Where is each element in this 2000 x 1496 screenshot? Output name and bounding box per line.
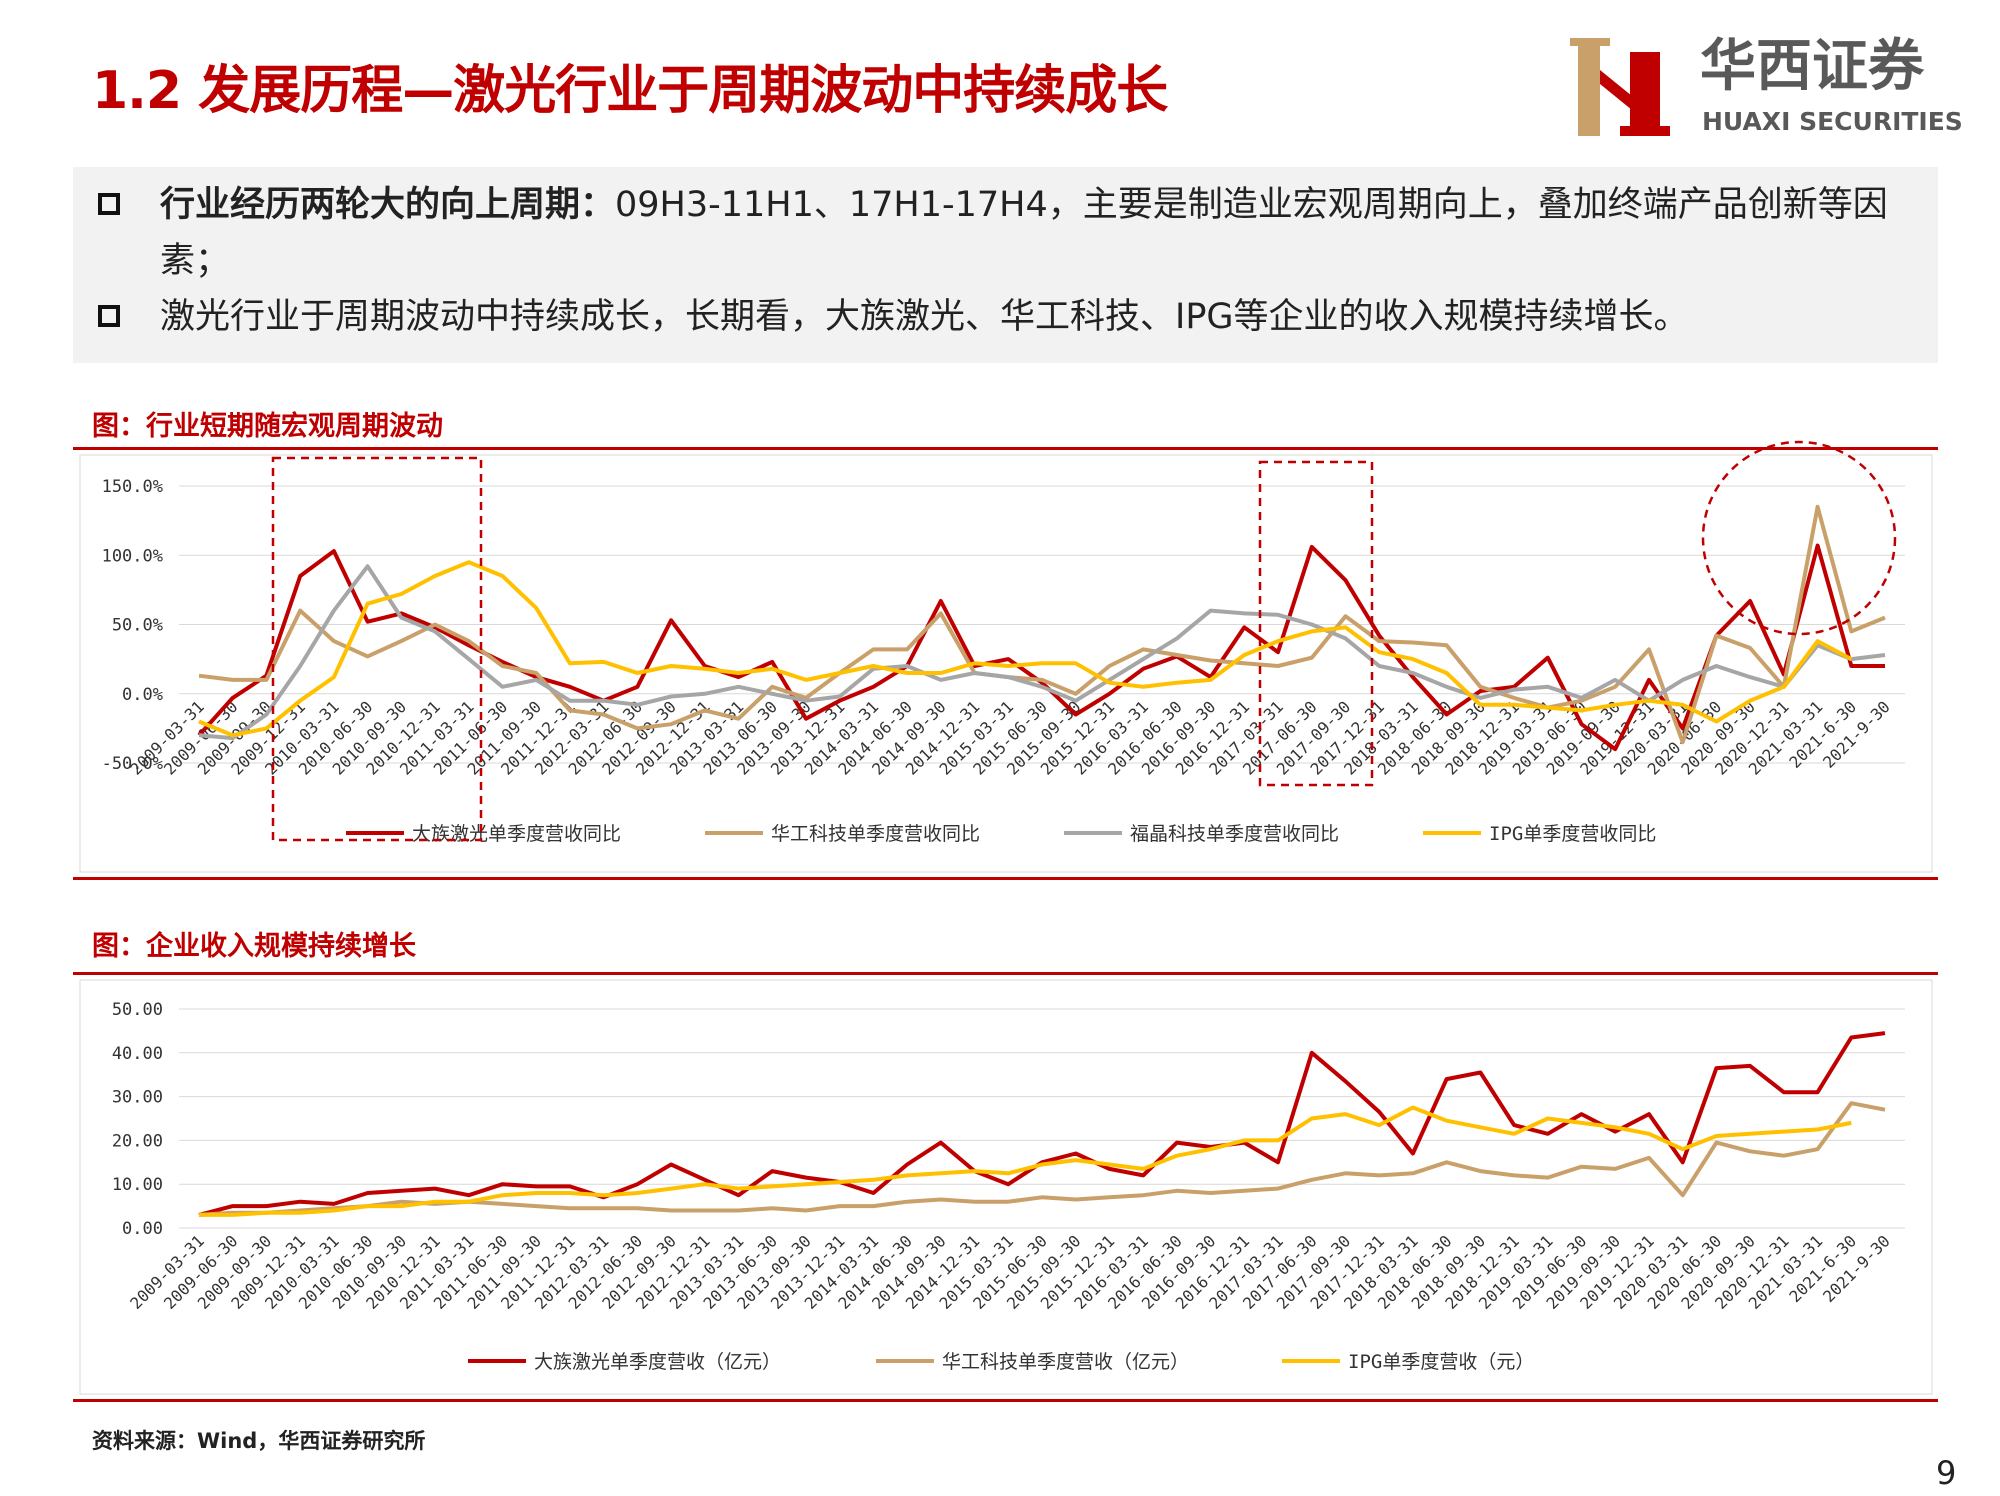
- logo-bar: [1578, 38, 1600, 136]
- slide-title: 1.2 发展历程—激光行业于周期波动中持续成长: [92, 61, 1168, 121]
- summary-box: [73, 167, 1938, 363]
- series-line: [198, 560, 1853, 738]
- bullet-text: 激光行业于周期波动中持续成长，长期看，大族激光、华工科技、IPG等企业的收入规模…: [160, 297, 1689, 337]
- legend-label: 大族激光单季度营收（亿元）: [534, 1351, 781, 1373]
- logo-bar: [1620, 126, 1670, 136]
- bullet: 行业经历两轮大的向上周期：09H3-11H1、17H1-17H4，主要是制造业宏…: [92, 177, 1922, 289]
- series-line: [199, 1105, 1852, 1217]
- logo-bar: [1600, 70, 1632, 110]
- y-tick-label: 50.0%: [112, 616, 163, 636]
- rule: [73, 447, 1938, 450]
- series-line: [198, 564, 1886, 741]
- bullet-text: 09H3-11H1、17H1-17H4，主要是制造业宏观周期向上，叠加终端产品创…: [160, 185, 1888, 281]
- rule: [73, 1399, 1938, 1402]
- y-tick-label: 40.00: [112, 1044, 163, 1064]
- chart-frame: [79, 454, 1933, 873]
- series-line: [198, 1031, 1886, 1217]
- legend-label: IPG单季度营收同比: [1489, 823, 1656, 845]
- series-line: [198, 1101, 1886, 1217]
- rule: [73, 972, 1938, 975]
- legend-label: 大族激光单季度营收同比: [412, 823, 621, 845]
- logo: 华西证券 HUAXI SECURITIES: [1570, 33, 1963, 136]
- page-number: 9: [1936, 1454, 1957, 1492]
- chart-title: 图：行业短期随宏观周期波动: [92, 411, 443, 442]
- highlight-circle: [1701, 440, 1897, 636]
- y-tick-label: 150.0%: [102, 477, 163, 497]
- bullet-bold: 行业经历两轮大的向上周期：: [160, 185, 616, 225]
- legend-label: 华工科技单季度营收（亿元）: [942, 1351, 1189, 1373]
- rule: [73, 877, 1938, 880]
- y-tick-label: 100.0%: [102, 546, 163, 566]
- highlight-box: [271, 456, 483, 842]
- y-tick-label: 20.00: [112, 1131, 163, 1151]
- logo-bar: [1570, 38, 1610, 46]
- legend-label: IPG单季度营收（元）: [1348, 1351, 1534, 1373]
- chart-title: 图：企业收入规模持续增长: [92, 931, 416, 962]
- logo-bar: [1630, 52, 1660, 136]
- bullet: 激光行业于周期波动中持续成长，长期看，大族激光、华工科技、IPG等企业的收入规模…: [92, 289, 1922, 345]
- y-tick-label: 30.00: [112, 1088, 163, 1108]
- y-tick-label: 0.00: [122, 1219, 163, 1239]
- y-tick-label: 10.00: [112, 1175, 163, 1195]
- legend-label: 福晶科技单季度营收同比: [1130, 823, 1339, 845]
- y-tick-label: 0.0%: [122, 685, 163, 705]
- source: 资料来源：Wind，华西证券研究所: [92, 1429, 426, 1453]
- logo-en: HUAXI SECURITIES: [1702, 107, 1963, 136]
- y-tick-label: 50.00: [112, 1000, 163, 1020]
- highlight-box: [1258, 460, 1374, 787]
- logo-cn: 华西证券: [1700, 33, 1925, 99]
- chart-frame: [79, 979, 1933, 1395]
- y-tick-label: -50.0%: [102, 754, 163, 774]
- legend-label: 华工科技单季度营收同比: [771, 823, 980, 845]
